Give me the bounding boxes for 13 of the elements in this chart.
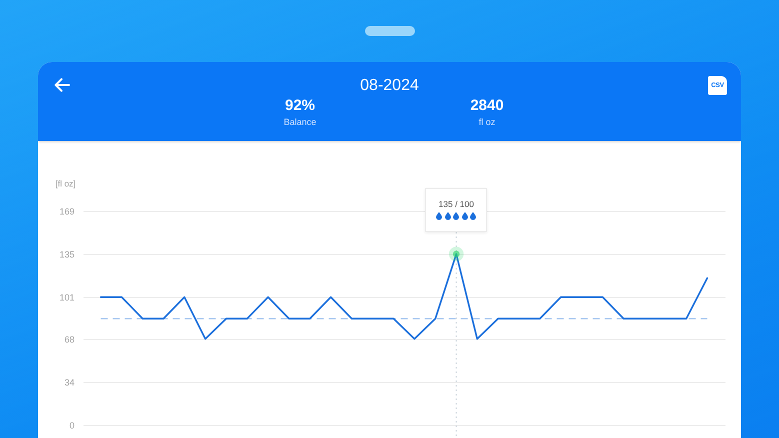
y-tick-label: 101 bbox=[59, 292, 74, 303]
tooltip: 135 / 100 bbox=[425, 188, 488, 232]
y-tick-label: 135 bbox=[59, 250, 74, 260]
text: Balance bbox=[282, 116, 318, 128]
text: 2840 bbox=[469, 96, 505, 116]
y-axis-title: [fl oz] bbox=[55, 178, 76, 188]
text: fl oz bbox=[478, 116, 496, 128]
chart-title: 08-2024 bbox=[360, 77, 419, 94]
y-tick-label: 34 bbox=[64, 377, 74, 388]
text: 92% bbox=[284, 96, 316, 116]
y-tick-label: 0 bbox=[69, 420, 74, 430]
y-tick-label: 68 bbox=[64, 334, 74, 344]
y-tick-label: 169 bbox=[59, 206, 74, 216]
